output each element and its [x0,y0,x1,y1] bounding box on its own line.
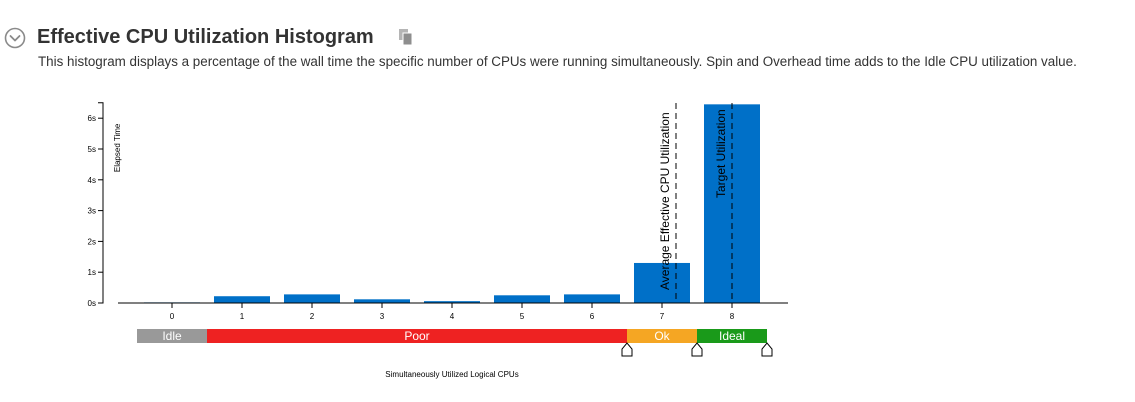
bar[interactable] [494,295,550,303]
band-handle[interactable] [691,342,703,357]
x-tick-label: 1 [240,312,245,321]
y-tick-label: 5s [88,145,96,154]
section-description: This histogram displays a percentage of … [38,54,1077,69]
y-tick-label: 0s [88,299,96,308]
band-handle[interactable] [621,342,633,357]
bar[interactable] [634,262,690,303]
y-axis-label: Elapsed Time [113,123,122,172]
band-label: Ideal [719,329,745,343]
x-tick-label: 5 [520,312,525,321]
band-label: Ok [654,329,670,343]
band-label: Idle [162,329,182,343]
utilization-bands: Idle Poor Ok Ideal [137,329,767,343]
y-tick-label: 1s [88,268,96,277]
bar[interactable] [354,299,410,303]
band-segment [627,329,697,343]
bar[interactable] [564,294,620,303]
y-axis-line [98,102,104,304]
band-segment [697,329,767,343]
section-header [4,24,26,52]
band-segment [207,329,627,343]
marker-label: Target Utilization [714,109,728,198]
x-tick-label: 8 [730,312,735,321]
bar[interactable] [424,301,480,303]
x-tick-label: 0 [170,312,175,321]
band-handles [621,342,773,357]
y-tick-label: 3s [88,207,96,216]
bar[interactable] [214,296,270,303]
chevron-down-circle-icon[interactable] [4,27,26,49]
y-tick-label: 4s [88,176,96,185]
y-tick-label: 2s [88,237,96,246]
band-label: Poor [404,329,429,343]
band-segment [137,329,207,343]
band-handle[interactable] [761,342,773,357]
x-axis: 0 1 2 3 4 5 6 7 8 [118,302,788,321]
x-tick-label: 4 [450,312,455,321]
y-axis: 0s 1s 2s 3s 4s 5s 6s [88,102,104,308]
copy-icon[interactable] [398,28,414,46]
x-tick-label: 2 [310,312,315,321]
bar[interactable] [284,294,340,303]
x-tick-label: 6 [590,312,595,321]
x-tick-label: 3 [380,312,385,321]
y-tick-label: 6s [88,114,96,123]
x-tick-label: 7 [660,312,665,321]
utilization-markers: Average Effective CPU Utilization Target … [658,103,733,303]
marker-label: Average Effective CPU Utilization [658,112,672,290]
section-title: Effective CPU Utilization Histogram [37,26,374,48]
x-axis-label: Simultaneously Utilized Logical CPUs [385,370,518,379]
